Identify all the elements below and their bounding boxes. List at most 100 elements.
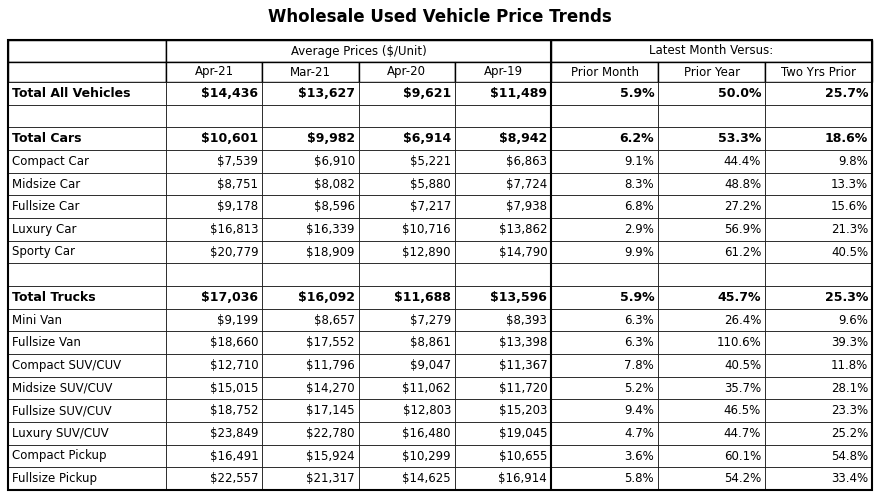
Bar: [658, 354, 765, 377]
Text: $13,862: $13,862: [499, 223, 547, 236]
Bar: [166, 241, 262, 263]
Text: $5,880: $5,880: [410, 178, 451, 191]
Bar: [455, 263, 551, 286]
Text: Fullsize Van: Fullsize Van: [12, 336, 81, 349]
Bar: [765, 241, 872, 263]
Bar: [8, 173, 166, 196]
Text: 4.7%: 4.7%: [624, 427, 654, 440]
Bar: [658, 309, 765, 331]
Text: $7,724: $7,724: [506, 178, 547, 191]
Bar: [8, 309, 166, 331]
Bar: [765, 150, 872, 173]
Text: $14,790: $14,790: [499, 246, 547, 258]
Text: Fullsize SUV/CUV: Fullsize SUV/CUV: [12, 404, 112, 417]
Bar: [455, 127, 551, 150]
Text: $12,803: $12,803: [402, 404, 451, 417]
Bar: [658, 286, 765, 309]
Text: $17,036: $17,036: [202, 291, 259, 304]
Bar: [455, 104, 551, 127]
Text: 44.4%: 44.4%: [723, 155, 761, 168]
Text: $10,655: $10,655: [499, 449, 547, 462]
Text: 33.4%: 33.4%: [831, 472, 868, 485]
Text: 61.2%: 61.2%: [723, 246, 761, 258]
Bar: [765, 82, 872, 104]
Text: 9.1%: 9.1%: [624, 155, 654, 168]
Bar: [8, 331, 166, 354]
Text: Two Yrs Prior: Two Yrs Prior: [781, 65, 856, 79]
Bar: [166, 422, 262, 445]
Bar: [262, 263, 359, 286]
Bar: [359, 104, 455, 127]
Text: $18,660: $18,660: [210, 336, 259, 349]
Text: 3.6%: 3.6%: [625, 449, 654, 462]
Bar: [166, 354, 262, 377]
Bar: [658, 196, 765, 218]
Bar: [765, 263, 872, 286]
Text: 53.3%: 53.3%: [718, 132, 761, 145]
Bar: [8, 62, 166, 82]
Text: Apr-19: Apr-19: [483, 65, 523, 79]
Text: Wholesale Used Vehicle Price Trends: Wholesale Used Vehicle Price Trends: [268, 8, 612, 26]
Text: 6.2%: 6.2%: [620, 132, 654, 145]
Text: 18.6%: 18.6%: [825, 132, 868, 145]
Bar: [8, 40, 166, 62]
Bar: [8, 286, 166, 309]
Bar: [551, 263, 658, 286]
Text: Midsize SUV/CUV: Midsize SUV/CUV: [12, 382, 113, 395]
Text: 35.7%: 35.7%: [724, 382, 761, 395]
Text: 8.3%: 8.3%: [625, 178, 654, 191]
Bar: [658, 173, 765, 196]
Text: 5.8%: 5.8%: [625, 472, 654, 485]
Text: $8,657: $8,657: [314, 313, 355, 327]
Text: Total Cars: Total Cars: [12, 132, 82, 145]
Bar: [8, 422, 166, 445]
Text: 25.3%: 25.3%: [825, 291, 868, 304]
Bar: [359, 82, 455, 104]
Text: $12,890: $12,890: [402, 246, 451, 258]
Text: $8,861: $8,861: [410, 336, 451, 349]
Bar: [359, 331, 455, 354]
Text: 50.0%: 50.0%: [717, 87, 761, 100]
Bar: [455, 377, 551, 399]
Text: $8,393: $8,393: [506, 313, 547, 327]
Text: $6,914: $6,914: [403, 132, 451, 145]
Bar: [765, 445, 872, 467]
Text: $7,279: $7,279: [410, 313, 451, 327]
Bar: [262, 309, 359, 331]
Bar: [455, 218, 551, 241]
Bar: [765, 331, 872, 354]
Bar: [551, 82, 658, 104]
Bar: [455, 445, 551, 467]
Bar: [551, 309, 658, 331]
Bar: [262, 467, 359, 490]
Text: 2.9%: 2.9%: [624, 223, 654, 236]
Bar: [166, 263, 262, 286]
Text: $15,924: $15,924: [306, 449, 355, 462]
Bar: [359, 286, 455, 309]
Text: $9,047: $9,047: [410, 359, 451, 372]
Text: $9,621: $9,621: [403, 87, 451, 100]
Bar: [359, 62, 455, 82]
Text: 45.7%: 45.7%: [717, 291, 761, 304]
Bar: [262, 104, 359, 127]
Bar: [551, 331, 658, 354]
Text: 11.8%: 11.8%: [831, 359, 868, 372]
Text: $14,625: $14,625: [402, 472, 451, 485]
Text: $16,813: $16,813: [210, 223, 259, 236]
Text: $23,849: $23,849: [210, 427, 259, 440]
Bar: [8, 445, 166, 467]
Text: $14,436: $14,436: [202, 87, 259, 100]
Bar: [765, 354, 872, 377]
Bar: [262, 62, 359, 82]
Text: $13,596: $13,596: [490, 291, 547, 304]
Text: 13.3%: 13.3%: [831, 178, 868, 191]
Bar: [658, 263, 765, 286]
Bar: [455, 150, 551, 173]
Text: $10,299: $10,299: [402, 449, 451, 462]
Bar: [8, 196, 166, 218]
Text: Mar-21: Mar-21: [290, 65, 331, 79]
Text: $6,863: $6,863: [506, 155, 547, 168]
Bar: [455, 62, 551, 82]
Bar: [551, 40, 872, 62]
Bar: [166, 309, 262, 331]
